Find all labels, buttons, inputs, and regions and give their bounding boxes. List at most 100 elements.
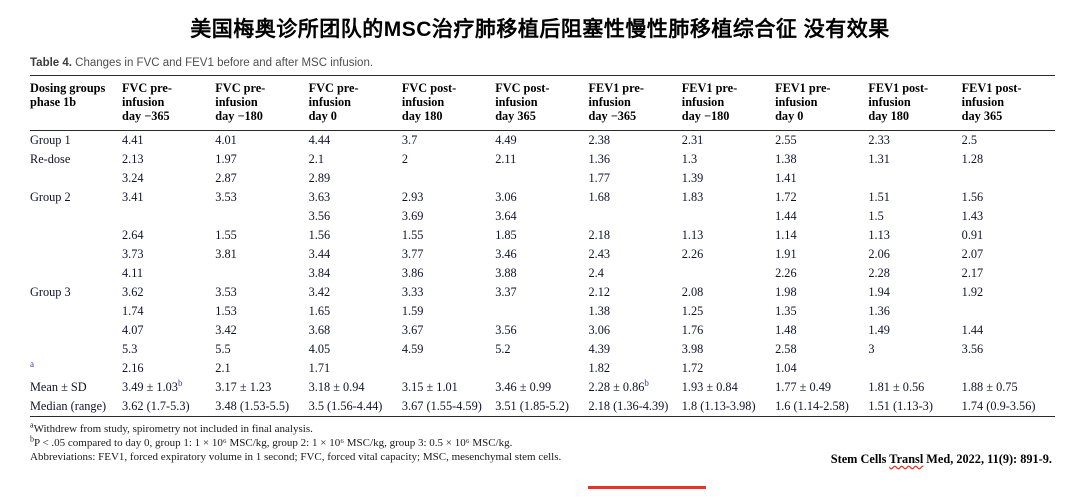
table-cell: 3.56: [495, 323, 517, 337]
page-title: 美国梅奥诊所团队的MSC治疗肺移植后阻塞性慢性肺移植综合征 没有效果: [190, 18, 890, 41]
table-cell: 2.18: [588, 228, 611, 242]
table-cell: 1.13: [868, 228, 890, 242]
table-cell: 3.5 (1.56-4.44): [308, 399, 383, 413]
table-cell: [868, 359, 961, 378]
column-header: FVC pre- infusion day −365: [122, 75, 216, 131]
table-cell: 5.2: [495, 342, 511, 356]
table-cell: 3.48 (1.53-5.5): [215, 399, 290, 413]
table-cell: 3.88: [495, 266, 517, 280]
table-cell: 1.53: [215, 304, 237, 318]
table-cell: 4.07: [122, 323, 144, 337]
table-row: 3.73 3.81 3.44 3.77 3.46 2.43 2.26 1.91 2.06 2.07: [30, 245, 1055, 264]
table-cell: 3.7: [401, 133, 418, 147]
table-cell: 3.69: [401, 209, 424, 223]
table-cell: [215, 207, 308, 226]
column-header: FEV1 pre- infusion day 0: [775, 75, 869, 131]
table-cell: 1.91: [775, 247, 797, 261]
table-row: 5.3 5.5 4.05 4.59 5.2 4.39 3.98 2.58 3 3.56: [30, 340, 1055, 359]
table-cell: 3.84: [308, 266, 331, 280]
table-row: Group 1 4.41 4.01 4.44 3.7 4.49 2.38 2.31 2.55 2.…: [30, 131, 1055, 151]
table-cell: 3.81: [215, 247, 237, 261]
table-cell: 1.43: [961, 209, 984, 223]
table-row: 4.11 3.84 3.86 3.88 2.4 2.26 2.28 2.17: [30, 264, 1055, 283]
table-cell: 2.12: [588, 285, 611, 299]
table-row: 3.24 2.87 2.89 1.77 1.39 1.41: [30, 169, 1055, 188]
table-cell: 3.42: [308, 285, 331, 299]
table-cell: 3.17 ± 1.23: [215, 380, 272, 394]
table-cell: 2.07: [961, 247, 984, 261]
table-cell: 3.37: [495, 285, 517, 299]
footnote-line: Abbreviations: FEV1, forced expiratory v…: [30, 450, 562, 463]
table-cell: 1.39: [681, 171, 704, 185]
footnote-marker: b: [30, 434, 34, 444]
row-label: [30, 321, 122, 340]
table-cell: 2.28: [868, 266, 890, 280]
table-cell: 1.94: [868, 285, 890, 299]
table-cell: 1.77 ± 0.49: [775, 380, 832, 394]
table-cell: 1.76: [681, 323, 704, 337]
table-cell: 3.46 ± 0.99: [495, 380, 552, 394]
table-cell: 2.18 (1.36-4.39): [588, 399, 669, 413]
table-cell: 1.81 ± 0.56: [868, 380, 925, 394]
table-cell: 3.67: [401, 323, 424, 337]
table-cell: 1.3: [681, 152, 698, 166]
table-cell: 1.51: [868, 190, 890, 204]
table-cell: 4.41: [122, 133, 144, 147]
table-cell: 2.38: [588, 133, 611, 147]
table-cell: 1.72: [775, 190, 797, 204]
journal-citation: Stem Cells Transl Med, 2022, 11(9): 891-…: [831, 452, 1052, 467]
table-cell: 1.5: [868, 209, 884, 223]
column-header: FEV1 pre- infusion day −365: [588, 75, 682, 131]
table-cell: 2.17: [961, 266, 984, 280]
table-cell: 1.38: [588, 304, 611, 318]
citation-post: Med, 2022, 11(9): 891-9.: [923, 452, 1052, 466]
table-cell: 2.4: [588, 266, 604, 280]
red-underline-mark: [588, 486, 706, 489]
table-cell: 1.55: [215, 228, 237, 242]
table-cell: 3.46: [495, 247, 517, 261]
table-cell: 5.5: [215, 342, 231, 356]
table-cell: 2.31: [681, 133, 704, 147]
table-cell: 2.87: [215, 171, 237, 185]
table-cell: 1.25: [681, 304, 704, 318]
table-caption-label: Table 4.: [30, 57, 72, 69]
row-label: [30, 226, 122, 245]
table-cell: 2.13: [122, 152, 144, 166]
table-cell: 1.13: [681, 228, 704, 242]
table-row: a 2.16 2.1 1.71 1.82 1.72 1.04: [30, 359, 1055, 378]
table-cell: 1.36: [588, 152, 611, 166]
row-label: a: [30, 359, 122, 378]
table-cell: 2.28 ± 0.86b: [588, 377, 649, 394]
table-cell: 2.89: [308, 171, 331, 185]
table-row: Group 3 3.62 3.53 3.42 3.33 3.37 2.12 2.08 1.98 1…: [30, 283, 1055, 302]
column-header: FVC post- infusion day 365: [495, 75, 589, 131]
column-header: FVC pre- infusion day 0: [308, 75, 402, 131]
table-cell: 3.24: [122, 171, 144, 185]
table-cell: 1.04: [775, 361, 797, 375]
table-cell: 1.74 (0.9-3.56): [961, 399, 1036, 413]
row-label: [30, 340, 122, 359]
table-cell: 2.55: [775, 133, 797, 147]
table-cell: 3.73: [122, 247, 144, 261]
table-row: Re-dose 2.13 1.97 2.1 2 2.11 1.36 1.3 1.38 1.31 1.…: [30, 150, 1055, 169]
table-cell: 1.48: [775, 323, 797, 337]
table-cell: 1.68: [588, 190, 611, 204]
table-cell: 1.35: [775, 304, 797, 318]
table-cell: 3: [868, 342, 875, 356]
row-label: [30, 302, 122, 321]
table-cell: 3.42: [215, 323, 237, 337]
table-cell: 1.55: [401, 228, 424, 242]
table-cell: 2.33: [868, 133, 890, 147]
column-header: FEV1 pre- infusion day −180: [681, 75, 776, 131]
table-cell: 1.72: [681, 361, 704, 375]
table-row: 3.56 3.69 3.64 1.44 1.5 1.43: [30, 207, 1055, 226]
table-cell: 3.98: [681, 342, 704, 356]
table-cell: 4.59: [401, 342, 424, 356]
table-cell: 1.14: [775, 228, 797, 242]
table-cell: 3.49 ± 1.03b: [122, 377, 183, 394]
table-cell: 2.1: [215, 361, 231, 375]
table-cell: 5.3: [122, 342, 138, 356]
table-cell: 4.44: [308, 133, 331, 147]
table-cell: 1.93 ± 0.84: [681, 380, 738, 394]
table-cell: 1.44: [775, 209, 797, 223]
